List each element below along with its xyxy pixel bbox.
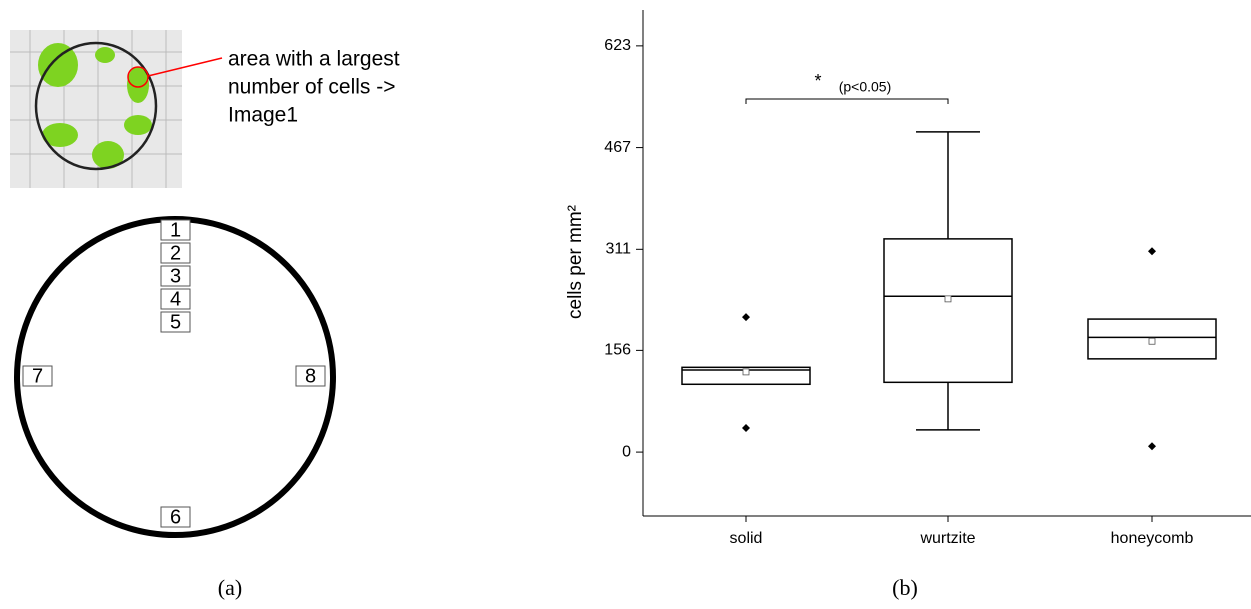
well-outline xyxy=(14,216,336,538)
annotation-line: number of cells -> xyxy=(228,76,396,99)
significance-text: (p<0.05) xyxy=(839,79,892,95)
y-tick-label: 467 xyxy=(604,139,631,156)
box xyxy=(883,238,1013,384)
mean xyxy=(1148,337,1156,345)
box xyxy=(1087,318,1217,360)
y-tick-label: 156 xyxy=(604,342,631,359)
position-box xyxy=(160,265,191,287)
position-box xyxy=(160,242,191,264)
position-label: 3 xyxy=(170,265,181,287)
mean xyxy=(742,368,750,376)
position-label: 6 xyxy=(170,506,181,528)
significance-star: * xyxy=(814,71,821,91)
position-box xyxy=(295,365,326,387)
y-tick-label: 623 xyxy=(604,37,631,54)
significance-bracket xyxy=(745,98,949,104)
x-tick-label: solid xyxy=(730,530,763,547)
extreme-point xyxy=(742,313,750,322)
x-tick-label: honeycomb xyxy=(1111,530,1194,547)
position-box xyxy=(160,311,191,333)
box xyxy=(681,366,811,386)
extreme-point xyxy=(742,423,750,432)
extreme-point xyxy=(1148,247,1156,256)
caption-a: (a) xyxy=(218,575,242,600)
position-box xyxy=(160,219,191,241)
annotation-line: area with a largest xyxy=(228,48,400,71)
caption-b: (b) xyxy=(892,575,918,600)
position-box xyxy=(22,365,53,387)
position-label: 8 xyxy=(305,365,316,387)
position-label: 1 xyxy=(170,219,181,241)
y-tick-label: 0 xyxy=(622,443,631,460)
mean xyxy=(944,295,952,303)
position-label: 5 xyxy=(170,311,181,333)
position-box xyxy=(160,288,191,310)
x-tick-label: wurtzite xyxy=(919,530,975,547)
photo xyxy=(10,30,223,188)
box-plot: 0 156 311 467 623 cells per mm² (b) solid wurtzi… xyxy=(565,10,1251,600)
annotation-line: Image1 xyxy=(228,104,298,127)
annotation: area with a largest number of cells -> Ima… xyxy=(228,48,400,127)
y-tick-label: 311 xyxy=(605,241,631,258)
position-label: 4 xyxy=(170,288,181,310)
position-label: 7 xyxy=(32,365,43,387)
y-axis-label: cells per mm² xyxy=(565,205,586,319)
extreme-point xyxy=(1148,442,1156,451)
position-label: 2 xyxy=(170,242,181,264)
position-box xyxy=(160,506,191,528)
